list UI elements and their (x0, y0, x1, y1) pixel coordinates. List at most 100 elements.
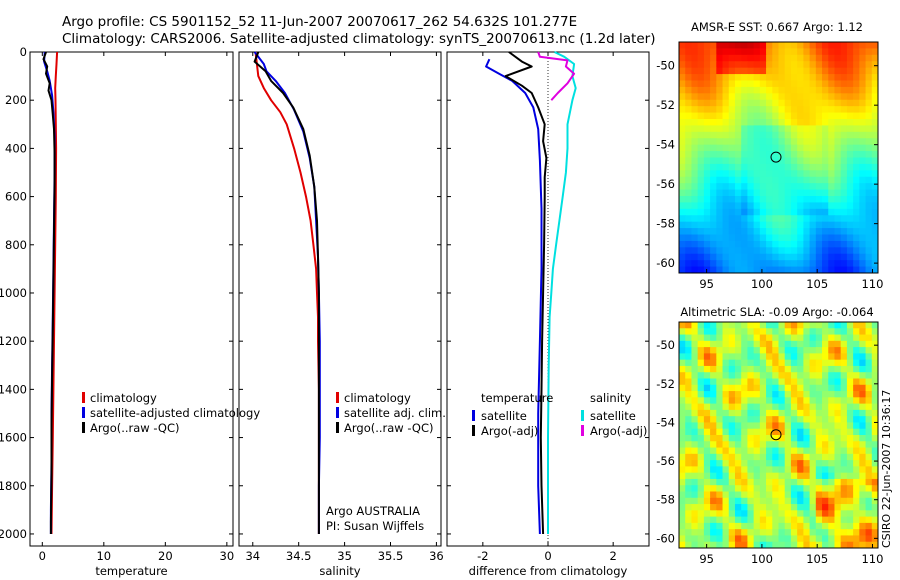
heatmap-cell (871, 478, 878, 486)
heatmap-cell (710, 119, 717, 127)
heatmap-cell (871, 522, 878, 530)
heatmap-cell (772, 157, 780, 165)
heatmap-cell (766, 67, 773, 75)
heatmap-cell (747, 93, 755, 101)
heatmap-cell (840, 365, 848, 373)
heatmap-cell (710, 485, 717, 493)
heatmap-cell (840, 80, 848, 88)
heatmap-cell (809, 491, 817, 499)
heatmap-cell (790, 466, 798, 474)
heatmap-cell (759, 99, 767, 107)
heatmap-cell (691, 183, 699, 191)
heatmap-cell (716, 80, 724, 88)
heatmap-cell (784, 99, 792, 107)
heatmap-cell (859, 80, 867, 88)
heatmap-cell (797, 347, 804, 354)
heatmap-cell (778, 99, 786, 107)
heatmap-cell (803, 372, 811, 380)
heatmap-cell (871, 453, 878, 461)
heatmap-cell (741, 80, 749, 88)
heatmap-cell (865, 240, 873, 248)
heatmap-cell (828, 247, 836, 255)
heatmap-cell (722, 221, 730, 229)
heatmap-cell (741, 215, 749, 223)
heatmap-cell (846, 535, 854, 543)
heatmap-cell (728, 48, 736, 56)
heatmap-cell (747, 510, 755, 518)
heatmap-cell (691, 510, 699, 518)
heatmap-cell (803, 74, 811, 82)
heatmap-cell (734, 163, 742, 171)
heatmap-cell (803, 541, 811, 548)
legend-entry: satellite-adjusted climatology (90, 406, 260, 420)
heatmap-cell (759, 447, 767, 455)
heatmap-cell (853, 340, 860, 348)
heatmap-cell (859, 447, 867, 455)
heatmap-cell (772, 144, 780, 152)
heatmap-cell (828, 365, 836, 373)
heatmap-cell (871, 93, 878, 101)
heatmap-cell (772, 453, 780, 461)
heatmap-cell (790, 215, 798, 223)
heatmap-cell (679, 384, 686, 392)
heatmap-cell (753, 384, 761, 392)
heatmap-cell (784, 516, 792, 524)
heatmap-cell (865, 497, 873, 505)
heatmap-cell (803, 196, 811, 204)
heatmap-cell (815, 529, 823, 537)
heatmap-cell (822, 247, 829, 255)
heatmap-cell (753, 441, 761, 449)
heatmap-cell (759, 322, 767, 329)
heatmap-cell (747, 334, 755, 342)
heatmap-cell (759, 86, 767, 94)
heatmap-cell (809, 529, 817, 537)
heatmap-cell (797, 472, 804, 480)
heatmap-cell (753, 365, 761, 373)
heatmap-cell (772, 221, 780, 229)
heatmap-cell (728, 359, 736, 367)
heatmap-cell (871, 221, 878, 229)
heatmap-cell (846, 131, 854, 139)
heatmap-cell (716, 460, 724, 467)
heatmap-cell (716, 196, 724, 204)
heatmap-cell (753, 253, 761, 261)
heatmap-cell (828, 260, 836, 268)
heatmap-cell (784, 409, 792, 417)
heatmap-cell (691, 322, 699, 329)
heatmap-cell (741, 247, 749, 255)
heatmap-cell (834, 170, 842, 178)
heatmap-cell (728, 61, 736, 69)
heatmap-cell (859, 478, 867, 486)
heatmap-cell (741, 334, 749, 342)
heatmap-cell (710, 125, 717, 133)
heatmap-cell (790, 516, 798, 524)
heatmap-cell (772, 322, 780, 329)
heatmap-cell (691, 365, 699, 373)
heatmap-cell (710, 504, 717, 511)
map-ytick-label: -52 (656, 98, 675, 112)
heatmap-cell (766, 151, 773, 159)
heatmap-cell (710, 221, 717, 229)
heatmap-cell (753, 447, 761, 455)
heatmap-cell (679, 86, 686, 94)
heatmap-cell (685, 42, 693, 50)
heatmap-cell (822, 403, 829, 411)
heatmap-cell (822, 391, 829, 398)
heatmap-cell (685, 322, 693, 329)
heatmap-cell (728, 106, 736, 114)
heatmap-cell (747, 61, 755, 69)
heatmap-cell (772, 422, 780, 430)
heatmap-cell (871, 176, 878, 184)
heatmap-cell (697, 441, 705, 449)
heatmap-cell (834, 447, 842, 455)
heatmap-cell (865, 353, 873, 361)
heatmap-cell (728, 378, 736, 386)
heatmap-cell (772, 183, 780, 191)
heatmap-cell (716, 391, 724, 398)
heatmap-cell (778, 403, 786, 411)
heatmap-cell (722, 151, 730, 159)
heatmap-cell (753, 247, 761, 255)
heatmap-cell (685, 485, 693, 493)
heatmap-cell (772, 403, 780, 411)
heatmap-cell (797, 170, 804, 178)
